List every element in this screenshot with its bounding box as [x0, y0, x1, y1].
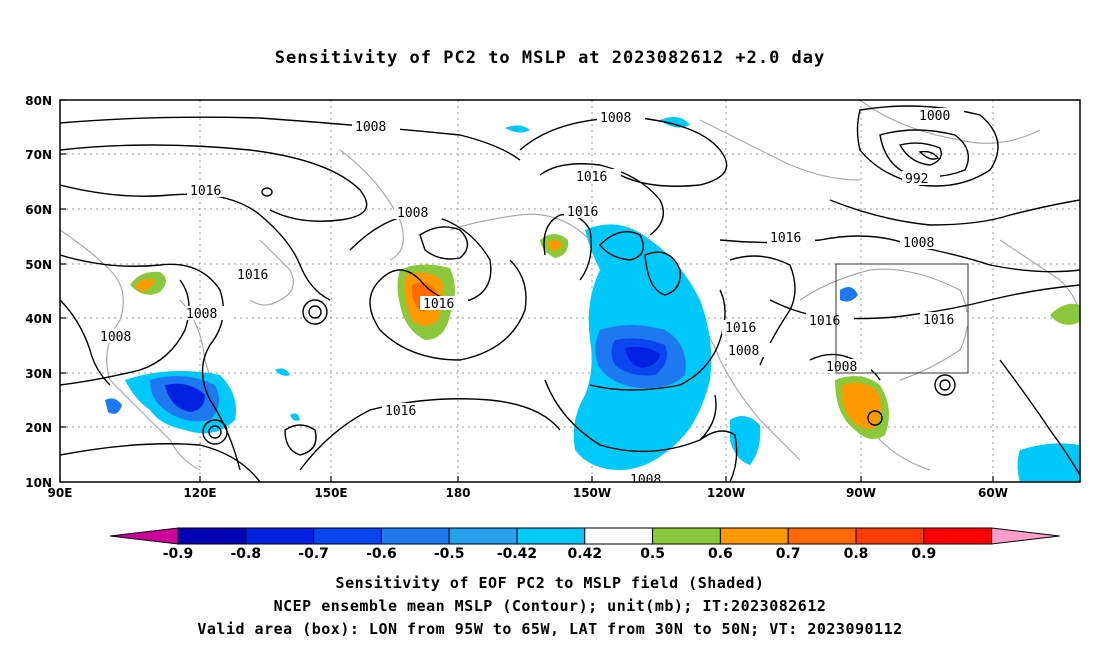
- lat-label: 50N: [25, 258, 52, 272]
- contour-label: 1008: [355, 120, 386, 135]
- contour-label: 1016: [423, 297, 454, 312]
- caption-shaded: Sensitivity of EOF PC2 to MSLP field (Sh…: [335, 574, 765, 592]
- lat-label: 80N: [25, 94, 52, 108]
- contour-label: 1000: [919, 109, 950, 124]
- contour-label: 1008: [186, 307, 217, 322]
- colorbar-label: 0.9: [911, 546, 936, 562]
- colorbar-label: -0.6: [366, 546, 397, 562]
- longitude-labels: 90E 120E 150E 180 150W 120W 90W 60W: [48, 486, 1008, 500]
- lon-label: 150W: [573, 486, 611, 500]
- colorbar-segment: [516, 527, 586, 545]
- valid-area-box: [835, 263, 969, 374]
- lat-label: 10N: [25, 476, 52, 490]
- colorbar-label: -0.5: [434, 546, 465, 562]
- lon-label: 180: [445, 486, 470, 500]
- colorbar-segment: [923, 527, 993, 545]
- caption-valid-area: Valid area (box): LON from 95W to 65W, L…: [197, 620, 903, 638]
- colorbar-segment: [787, 527, 857, 545]
- colorbar: -0.9 -0.8 -0.7 -0.6 -0.5 -0.42 0.42 0.5 0.6 0.7 0.…: [109, 527, 1060, 562]
- contour-label: 1008: [903, 236, 934, 251]
- gridlines: [60, 100, 1080, 482]
- colorbar-segment: [313, 527, 382, 545]
- colorbar-segment: [719, 527, 789, 545]
- contour-label: 1016: [190, 184, 221, 199]
- colorbar-label: 0.6: [708, 546, 733, 562]
- colorbar-label: -0.7: [298, 546, 329, 562]
- lon-label: 60W: [978, 486, 1008, 500]
- lon-label: 150E: [314, 486, 347, 500]
- contour-label: 1008: [100, 330, 131, 345]
- colorbar-segment: [448, 527, 518, 545]
- colorbar-label: -0.9: [163, 546, 194, 562]
- contour-label: 1008: [397, 206, 428, 221]
- map-plot-area: 1008 1008 1016 1016 1008 1016 1008 1016 …: [60, 100, 1080, 488]
- contour-label: 1016: [385, 404, 416, 419]
- colorbar-extend-high: [991, 527, 1060, 545]
- colorbar-segment: [245, 527, 315, 545]
- lon-label: 120W: [707, 486, 745, 500]
- latitude-labels: 10N 20N 30N 40N 50N 60N 70N 80N: [25, 94, 52, 490]
- caption-contour: NCEP ensemble mean MSLP (Contour); unit(…: [273, 597, 827, 615]
- contour-label: 1016: [809, 314, 840, 329]
- colorbar-segment: [177, 527, 247, 545]
- colorbar-segment: [652, 527, 721, 545]
- contour-label: 1016: [725, 321, 756, 336]
- lat-label: 40N: [25, 312, 52, 326]
- map-frame: [59, 99, 1081, 483]
- lat-label: 30N: [25, 367, 52, 381]
- contour-label: 992: [905, 172, 928, 187]
- lat-label: 60N: [25, 203, 52, 217]
- colorbar-label: -0.42: [497, 546, 537, 562]
- lat-label: 20N: [25, 421, 52, 435]
- contour-labels: 1008 1008 1016 1016 1008 1016 1008 1016 …: [97, 108, 968, 488]
- contour-label: 1016: [237, 268, 268, 283]
- colorbar-label: -0.8: [230, 546, 261, 562]
- colorbar-segment: [855, 527, 925, 545]
- axis-ticks: [59, 99, 994, 482]
- lon-label: 90E: [48, 486, 73, 500]
- colorbar-label: 0.5: [640, 546, 665, 562]
- colorbar-label: 0.42: [568, 546, 603, 562]
- colorbar-segment: [380, 527, 450, 545]
- lon-label: 120E: [183, 486, 216, 500]
- contour-label: 1016: [567, 205, 598, 220]
- lat-label: 70N: [25, 148, 52, 162]
- contour-label: 1016: [770, 231, 801, 246]
- contour-label: 1008: [600, 111, 631, 126]
- colorbar-label: 0.7: [776, 546, 801, 562]
- map-title: Sensitivity of PC2 to MSLP at 2023082612…: [274, 48, 826, 68]
- contour-label: 1008: [728, 344, 759, 359]
- colorbar-extend-low: [109, 527, 179, 545]
- contour-label: 1016: [576, 170, 607, 185]
- contour-label-extra: 1016: [923, 313, 954, 328]
- colorbar-segment: [584, 527, 654, 545]
- lon-label: 90W: [846, 486, 876, 500]
- contour-label: 1008: [630, 473, 661, 488]
- contour-label: 1008: [826, 360, 857, 375]
- colorbar-label: 0.8: [844, 546, 869, 562]
